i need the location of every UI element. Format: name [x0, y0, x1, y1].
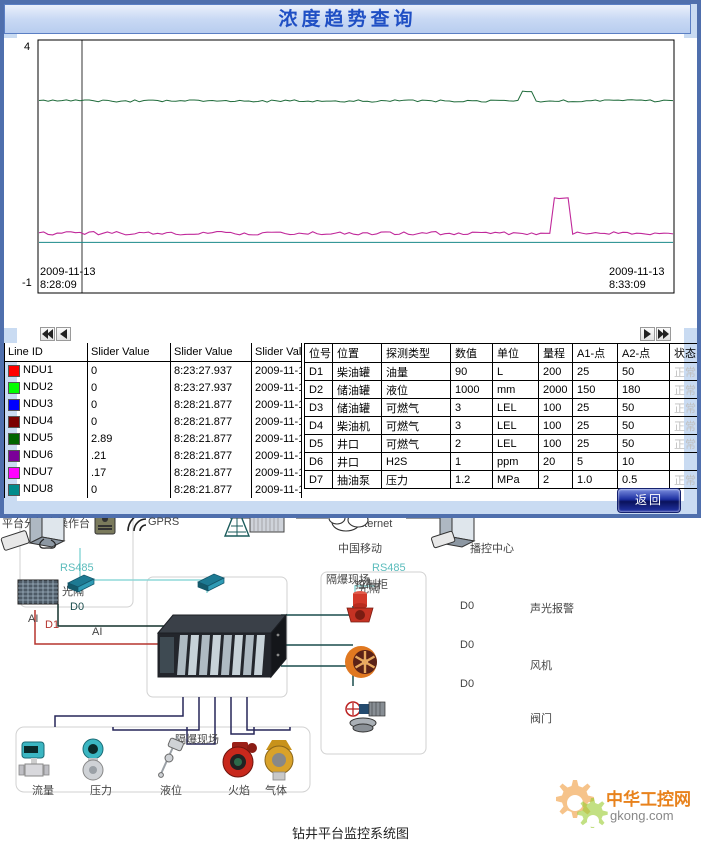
svg-text:2009-11-13: 2009-11-13 [609, 266, 664, 278]
svg-text:4: 4 [24, 41, 30, 53]
svg-text:中华工控网: 中华工控网 [606, 789, 691, 809]
svg-text:2009-11-13: 2009-11-13 [40, 266, 95, 278]
svg-text:8:28:09: 8:28:09 [40, 279, 77, 291]
svg-text:-1: -1 [22, 277, 32, 289]
svg-text:gkong.com: gkong.com [610, 808, 674, 823]
svg-text:8:33:09: 8:33:09 [609, 279, 646, 291]
